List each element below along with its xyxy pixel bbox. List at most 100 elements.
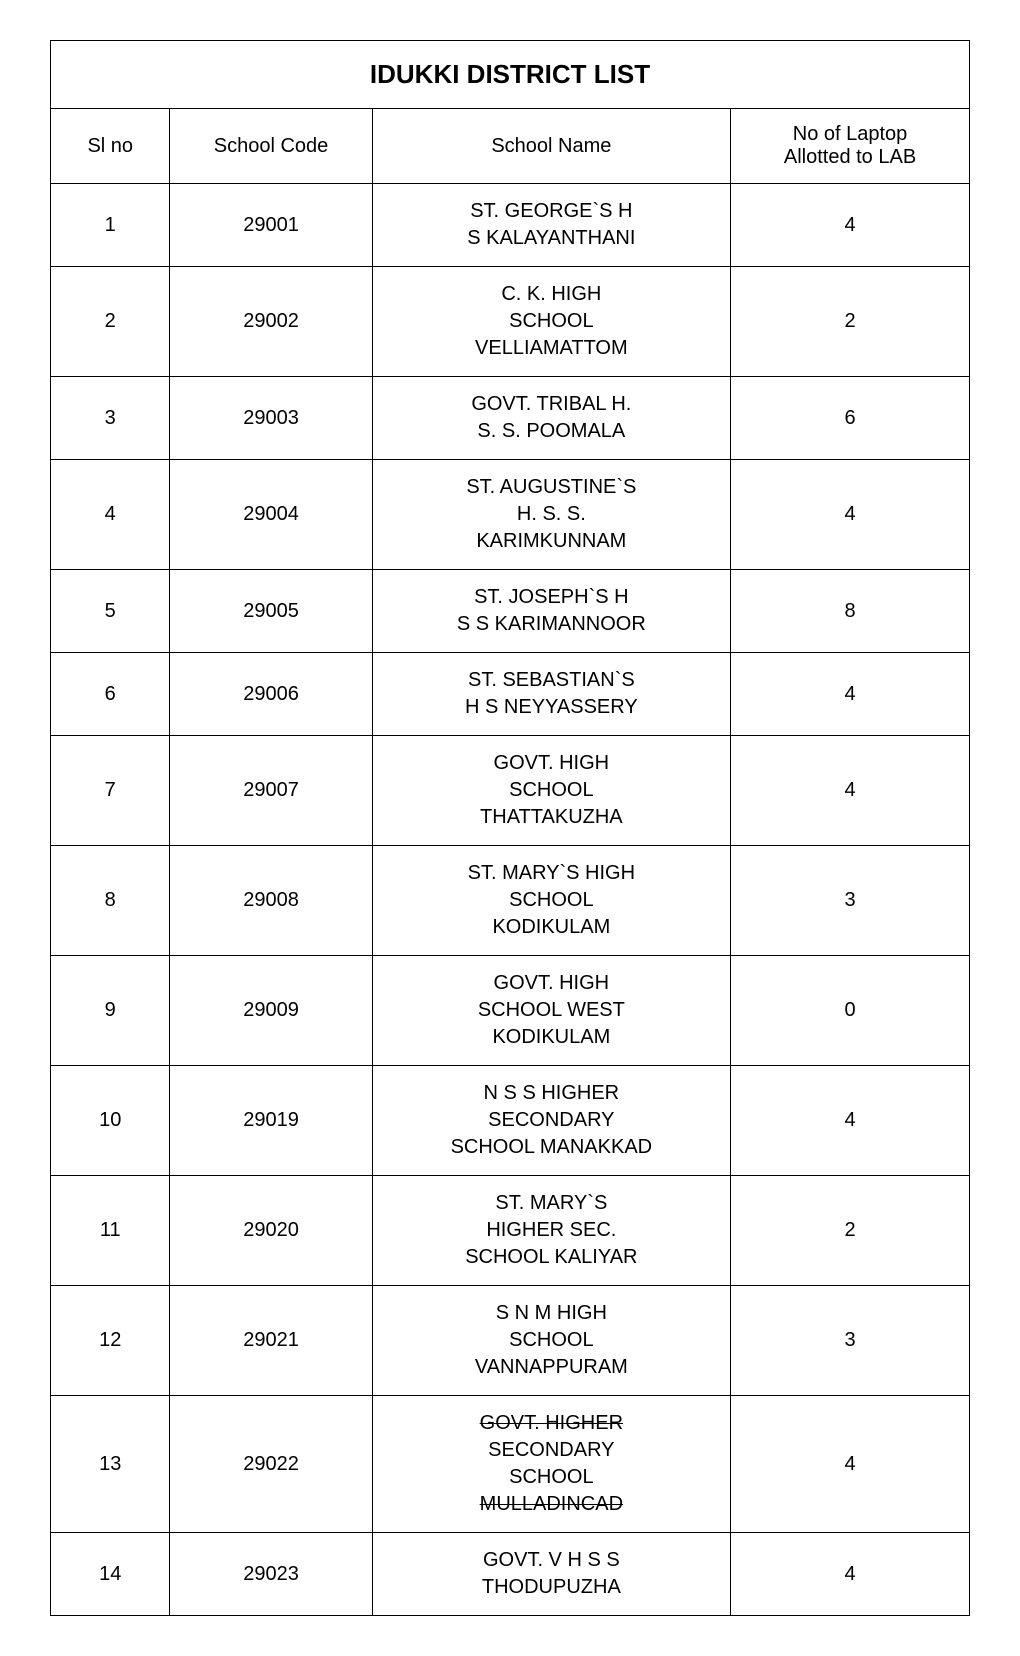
school-name-line: GOVT. HIGH xyxy=(494,752,610,774)
school-name-line: SCHOOL xyxy=(509,779,593,801)
school-name-line: SECONDARY xyxy=(488,1439,614,1461)
school-name-line: GOVT. HIGH xyxy=(494,972,610,994)
cell-laptop-count: 4 xyxy=(731,1066,970,1176)
table-row: 1029019N S S HIGHERSECONDARYSCHOOL MANAK… xyxy=(51,1066,970,1176)
cell-school-name: ST. MARY`S HIGHSCHOOLKODIKULAM xyxy=(372,846,730,956)
school-name-line: H. S. S. xyxy=(517,503,586,525)
cell-school-code: 29021 xyxy=(170,1286,372,1396)
cell-slno: 3 xyxy=(51,377,170,460)
table-row: 929009GOVT. HIGHSCHOOL WESTKODIKULAM0 xyxy=(51,956,970,1066)
header-laptop: No of Laptop Allotted to LAB xyxy=(731,109,970,184)
school-name-line: N S S HIGHER xyxy=(484,1082,620,1104)
school-name-line: VANNAPPURAM xyxy=(475,1356,628,1378)
school-name-line: SECONDARY xyxy=(488,1109,614,1131)
cell-slno: 1 xyxy=(51,184,170,267)
table-row: 1129020 ST. MARY`S HIGHER SEC. SCHOOL KALIY… xyxy=(51,1176,970,1286)
cell-laptop-count: 4 xyxy=(731,1396,970,1533)
cell-school-code: 29001 xyxy=(170,184,372,267)
school-name-line: ST. JOSEPH`S H xyxy=(474,586,628,608)
school-name-line: THATTAKUZHA xyxy=(480,806,623,828)
school-name-line: SCHOOL xyxy=(509,1466,593,1488)
school-name-line: H S NEYYASSERY xyxy=(465,696,638,718)
school-name-line: KARIMKUNNAM xyxy=(476,530,626,552)
school-name-line: ST. SEBASTIAN`S xyxy=(468,669,635,691)
cell-slno: 2 xyxy=(51,267,170,377)
table-row: 1229021S N M HIGHSCHOOLVANNAPPURAM3 xyxy=(51,1286,970,1396)
cell-slno: 8 xyxy=(51,846,170,956)
cell-school-code: 29002 xyxy=(170,267,372,377)
cell-school-name: ST. AUGUSTINE`S H. S. S. KARIMKUNNAM xyxy=(372,460,730,570)
cell-laptop-count: 4 xyxy=(731,1533,970,1616)
cell-school-name: ST. JOSEPH`S HS S KARIMANNOOR xyxy=(372,570,730,653)
table-row: 429004ST. AUGUSTINE`SH. S. S.KARIMKUNNAM… xyxy=(51,460,970,570)
title-row: IDUKKI DISTRICT LIST xyxy=(51,41,970,109)
cell-school-name: ST. MARY`S HIGHER SEC. SCHOOL KALIYAR xyxy=(372,1176,730,1286)
cell-school-name: N S S HIGHER SECONDARY SCHOOL MANAKKAD xyxy=(372,1066,730,1176)
school-name-line: ST. MARY`S xyxy=(495,1192,607,1214)
table-row: 229002C. K. HIGHSCHOOLVELLIAMATTOM2 xyxy=(51,267,970,377)
cell-school-name: GOVT. TRIBAL H.S. S. POOMALA xyxy=(372,377,730,460)
cell-laptop-count: 4 xyxy=(731,653,970,736)
cell-school-code: 29005 xyxy=(170,570,372,653)
school-name-line: VELLIAMATTOM xyxy=(475,337,628,359)
school-name-line: ST. GEORGE`S H xyxy=(470,200,632,222)
table-row: 529005ST. JOSEPH`S HS S KARIMANNOOR8 xyxy=(51,570,970,653)
cell-slno: 7 xyxy=(51,736,170,846)
school-name-line: GOVT. V H S S xyxy=(483,1549,620,1571)
cell-slno: 14 xyxy=(51,1533,170,1616)
cell-slno: 5 xyxy=(51,570,170,653)
cell-laptop-count: 3 xyxy=(731,1286,970,1396)
cell-laptop-count: 8 xyxy=(731,570,970,653)
table-row: 329003GOVT. TRIBAL H.S. S. POOMALA6 xyxy=(51,377,970,460)
district-table: IDUKKI DISTRICT LIST Sl no School Code S… xyxy=(50,40,970,1616)
school-name-line: GOVT. HIGHER xyxy=(480,1412,623,1434)
school-name-line: KODIKULAM xyxy=(492,916,610,938)
table-row: 129001ST. GEORGE`S HS KALAYANTHANI4 xyxy=(51,184,970,267)
cell-slno: 12 xyxy=(51,1286,170,1396)
school-name-line: SCHOOL xyxy=(509,310,593,332)
school-name-line: MULLADINCAD xyxy=(480,1493,623,1515)
table-row: 729007 GOVT. HIGH SCHOOL THATTAKUZHA 4 xyxy=(51,736,970,846)
cell-school-name: GOVT. HIGHER SECONDARY SCHOOL MULLADINCAD xyxy=(372,1396,730,1533)
cell-slno: 10 xyxy=(51,1066,170,1176)
table-row: 829008ST. MARY`S HIGHSCHOOLKODIKULAM3 xyxy=(51,846,970,956)
header-name: School Name xyxy=(372,109,730,184)
cell-school-code: 29007 xyxy=(170,736,372,846)
school-name-line: S N M HIGH xyxy=(496,1302,607,1324)
cell-slno: 9 xyxy=(51,956,170,1066)
table-body: IDUKKI DISTRICT LIST Sl no School Code S… xyxy=(51,41,970,1616)
cell-laptop-count: 6 xyxy=(731,377,970,460)
cell-school-code: 29022 xyxy=(170,1396,372,1533)
header-row: Sl no School Code School Name No of Lapt… xyxy=(51,109,970,184)
cell-school-code: 29003 xyxy=(170,377,372,460)
cell-laptop-count: 4 xyxy=(731,184,970,267)
cell-school-code: 29009 xyxy=(170,956,372,1066)
header-laptop-line1: No of Laptop xyxy=(793,123,908,145)
cell-slno: 6 xyxy=(51,653,170,736)
school-name-line: GOVT. TRIBAL H. xyxy=(471,393,631,415)
cell-school-code: 29006 xyxy=(170,653,372,736)
cell-school-code: 29020 xyxy=(170,1176,372,1286)
school-name-line: HIGHER SEC. xyxy=(486,1219,616,1241)
cell-slno: 13 xyxy=(51,1396,170,1533)
cell-school-name: C. K. HIGH SCHOOL VELLIAMATTOM xyxy=(372,267,730,377)
cell-laptop-count: 4 xyxy=(731,736,970,846)
cell-school-code: 29004 xyxy=(170,460,372,570)
cell-laptop-count: 2 xyxy=(731,267,970,377)
table-row: 1329022 GOVT. HIGHER SECONDARY SCHOOL MULLAD… xyxy=(51,1396,970,1533)
school-name-line: C. K. HIGH xyxy=(501,283,601,305)
table-title: IDUKKI DISTRICT LIST xyxy=(51,41,970,109)
table-row: 1429023GOVT. V H S STHODUPUZHA4 xyxy=(51,1533,970,1616)
school-name-line: SCHOOL KALIYAR xyxy=(465,1246,637,1268)
cell-laptop-count: 0 xyxy=(731,956,970,1066)
cell-slno: 11 xyxy=(51,1176,170,1286)
cell-school-name: ST. GEORGE`S HS KALAYANTHANI xyxy=(372,184,730,267)
school-name-line: ST. AUGUSTINE`S xyxy=(466,476,636,498)
cell-slno: 4 xyxy=(51,460,170,570)
header-code: School Code xyxy=(170,109,372,184)
table-row: 629006 ST. SEBASTIAN`S H S NEYYASSERY 4 xyxy=(51,653,970,736)
cell-school-code: 29008 xyxy=(170,846,372,956)
cell-school-code: 29023 xyxy=(170,1533,372,1616)
school-name-line: SCHOOL MANAKKAD xyxy=(451,1136,653,1158)
cell-laptop-count: 4 xyxy=(731,460,970,570)
